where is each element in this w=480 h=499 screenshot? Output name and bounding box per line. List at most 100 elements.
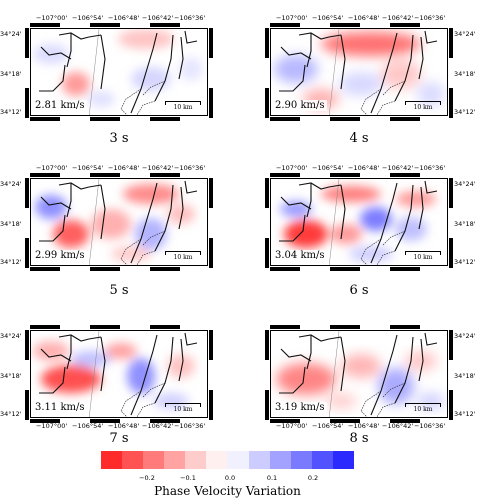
frame-tick (150, 267, 180, 271)
panel-5s: 2.99 km/s 10 km −107°00' −106°54' −106°48' −… (0, 164, 213, 271)
latitude-label: 34°18' (0, 220, 22, 228)
longitude-label: −106°54' (312, 164, 344, 172)
colorbar-title: Phase Velocity Variation (154, 484, 301, 498)
dashed-fault-line (360, 390, 382, 417)
latitude-label: 34°12' (0, 258, 22, 266)
frame-tick (390, 325, 420, 329)
fault-line (340, 336, 346, 392)
latitude-label: 34°18' (454, 70, 476, 78)
colorbar-tick: −0.1 (180, 474, 196, 482)
colorbar-swatch (101, 451, 123, 469)
colorbar-swatch (143, 451, 165, 469)
latitude-label: 34°24' (454, 332, 476, 340)
frame-tick (30, 23, 60, 27)
frame-tick (449, 390, 453, 420)
frame-tick (90, 267, 120, 271)
frame-tick (270, 325, 300, 329)
fault-line (279, 366, 306, 394)
scale-bar-icon: 10 km (405, 403, 441, 413)
longitude-label: −106°48' (108, 14, 140, 22)
colorbar-swatch (164, 451, 186, 469)
scale-bar-label: 10 km (413, 406, 433, 413)
fault-line (184, 180, 198, 194)
frame-tick (30, 325, 60, 329)
dashed-fault-line (136, 250, 156, 265)
boundary-line (88, 331, 100, 417)
frame-tick (25, 88, 29, 118)
colorbar-swatch (248, 451, 270, 469)
longitude-label: −106°42' (382, 164, 414, 172)
fault-line (370, 32, 398, 114)
frame-tick (150, 117, 180, 121)
frame-tick (270, 23, 300, 27)
panel-7s: 3.11 km/s 10 km −107°00' −106°54' −106°48' −… (0, 325, 213, 430)
fault-line (280, 196, 312, 210)
latitude-label: 34°24' (0, 332, 22, 340)
fault-line (418, 338, 424, 382)
frame-tick (209, 88, 213, 118)
frame-tick (90, 117, 120, 121)
scale-bar-line (165, 101, 201, 105)
latitude-label: 34°18' (0, 372, 22, 380)
velocity-label: 3.19 km/s (273, 402, 327, 413)
longitude-label: −106°48' (348, 14, 380, 22)
longitude-label: −106°48' (108, 422, 140, 430)
latitude-label: 34°12' (0, 410, 22, 418)
fault-line (298, 334, 342, 342)
frame-tick (209, 330, 213, 360)
dashed-fault-line (376, 100, 396, 115)
scale-bar-line (165, 251, 201, 255)
scale-bar-icon: 10 km (165, 251, 201, 261)
latitude-label: 34°12' (454, 108, 476, 116)
latitude-label: 34°12' (454, 410, 476, 418)
period-label: 6 s (349, 283, 369, 298)
dashed-fault-line (142, 80, 166, 96)
map-7s: 3.11 km/s 10 km (30, 330, 208, 418)
frame-tick (390, 23, 420, 27)
fault-line (40, 196, 72, 210)
longitude-label: −106°54' (72, 14, 104, 22)
longitude-label: −106°54' (312, 14, 344, 22)
frame-tick (330, 325, 360, 329)
fault-line (40, 348, 72, 362)
frame-tick (25, 178, 29, 208)
fault-line (279, 64, 306, 92)
latitude-label: 34°24' (454, 30, 476, 38)
longitude-label: −107°00' (36, 164, 68, 172)
frame-tick (90, 419, 120, 423)
frame-tick (150, 23, 180, 27)
scale-bar-line (405, 251, 441, 255)
fault-line (340, 184, 346, 240)
fault-line (306, 335, 312, 370)
fault-line (66, 183, 72, 218)
frame-tick (390, 173, 420, 177)
velocity-label: 3.11 km/s (33, 402, 87, 413)
dashed-fault-line (376, 402, 396, 417)
fault-line (40, 46, 72, 60)
frame-tick (25, 390, 29, 420)
frame-tick (265, 178, 269, 208)
fault-line (424, 180, 438, 194)
latitude-label: 34°18' (0, 70, 22, 78)
fault-line (130, 334, 158, 416)
map-5s: 2.99 km/s 10 km (30, 178, 208, 266)
scale-bar-label: 10 km (173, 406, 193, 413)
frame-tick (449, 178, 453, 208)
frame-tick (90, 173, 120, 177)
scale-bar-icon: 10 km (165, 403, 201, 413)
longitude-label: −106°48' (348, 422, 380, 430)
frame-tick (330, 23, 360, 27)
frame-tick (265, 390, 269, 420)
latitude-label: 34°24' (454, 180, 476, 188)
frame-tick (265, 330, 269, 360)
colorbar-tick: −0.2 (139, 474, 155, 482)
boundary-line (328, 331, 340, 417)
scale-bar-label: 10 km (173, 254, 193, 261)
fault-line (370, 182, 398, 264)
fault-line (178, 338, 184, 382)
map-4s: 2.90 km/s 10 km (270, 28, 448, 116)
velocity-label: 2.90 km/s (273, 100, 327, 111)
fault-line (306, 33, 312, 68)
velocity-label: 2.81 km/s (33, 100, 87, 111)
velocity-label: 2.99 km/s (33, 250, 87, 261)
